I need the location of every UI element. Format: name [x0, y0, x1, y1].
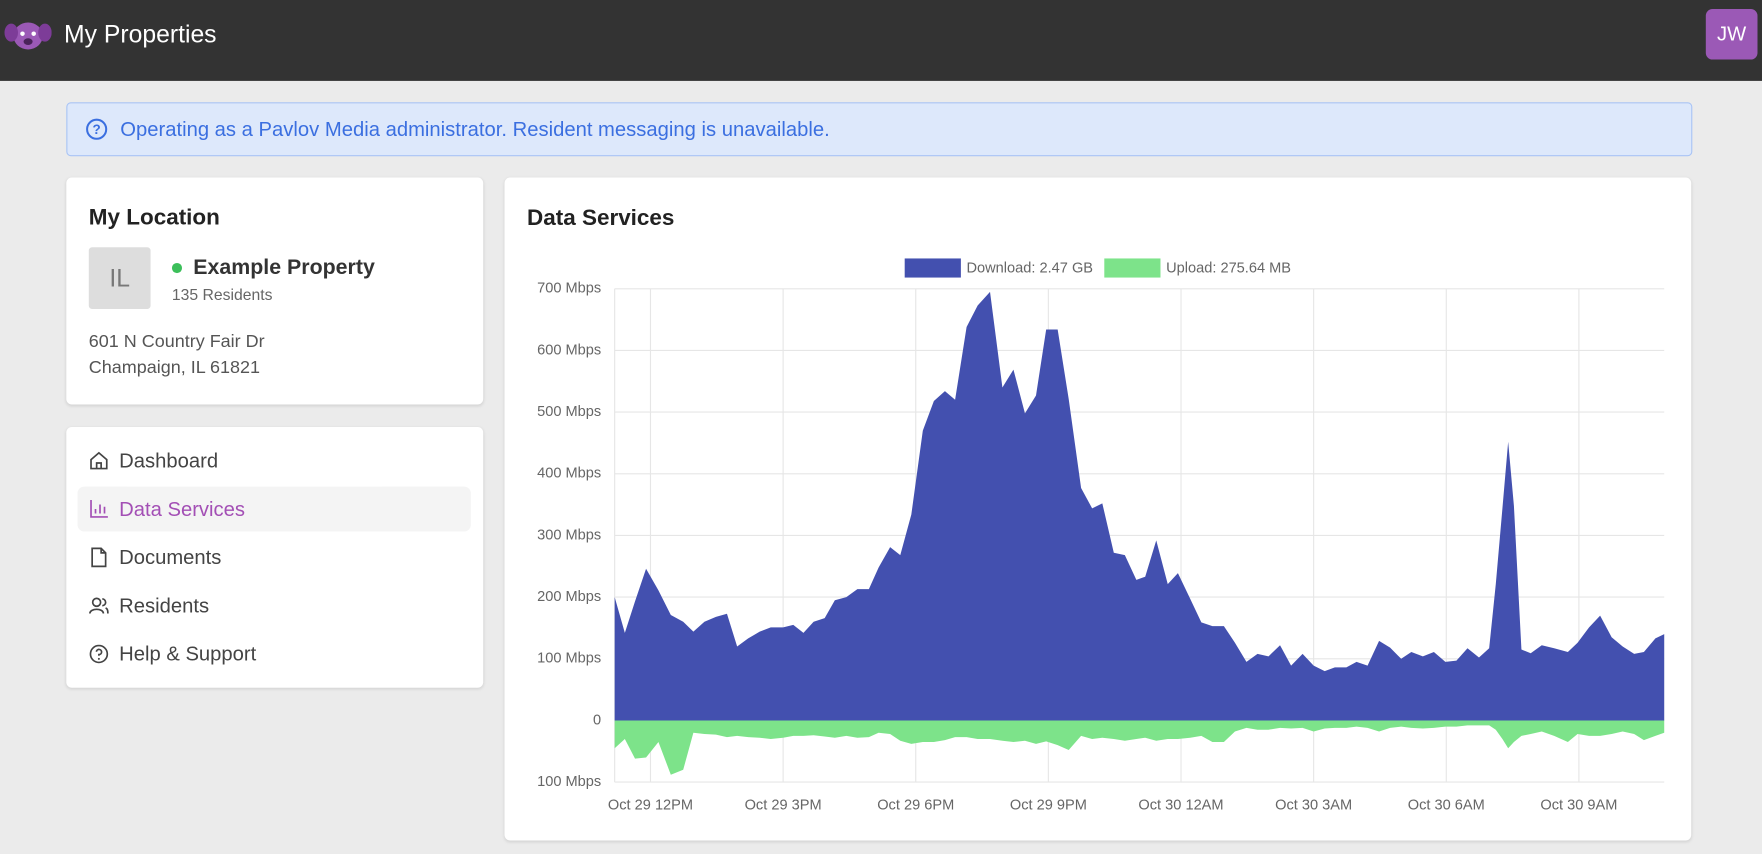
nav-item[interactable]: Documents: [78, 535, 471, 580]
x-tick-label: Oct 29 9PM: [1010, 798, 1087, 814]
home-icon: [90, 451, 108, 470]
nav-label: Documents: [119, 546, 222, 569]
svg-text:?: ?: [93, 122, 101, 137]
user-avatar[interactable]: JW: [1705, 8, 1758, 60]
legend-label: Upload: 275.64 MB: [1166, 260, 1291, 276]
info-banner: ? Operating as a Pavlov Media administra…: [66, 102, 1693, 157]
help-icon: [89, 644, 109, 664]
x-tick-label: Oct 30 6AM: [1408, 798, 1485, 814]
nav-item[interactable]: Data Services: [77, 486, 471, 532]
address-line: Champaign, IL 61821: [88, 358, 261, 378]
y-tick-label: 500 Mbps: [537, 404, 601, 420]
chart-title: Data Services: [527, 205, 674, 230]
y-tick-label: 400 Mbps: [537, 466, 601, 482]
nav-label: Help & Support: [119, 642, 257, 666]
banner-text: Operating as a Pavlov Media administrato…: [120, 117, 830, 141]
document-icon: [91, 547, 107, 568]
nav-label: Data Services: [119, 497, 246, 521]
chart-icon: [90, 500, 108, 518]
area: [614, 291, 1665, 721]
nav-menu: Dashboard Data Services Documents Reside…: [66, 427, 484, 688]
nav-label: Residents: [119, 594, 210, 617]
nav-item[interactable]: Help & Support: [78, 632, 471, 677]
x-tick-label: Oct 30 3AM: [1275, 798, 1352, 814]
legend-swatch: [1104, 258, 1161, 278]
chart-card: Data Services 700 Mbps 600 Mbps 500 Mbps 40…: [504, 177, 1692, 841]
status-dot: [171, 262, 183, 274]
help-icon: ?: [86, 118, 108, 140]
chart: Data Services 700 Mbps 600 Mbps 500 Mbps 40…: [527, 205, 1665, 814]
x-tick-label: Oct 29 6PM: [877, 798, 954, 814]
y-tick-label: 600 Mbps: [537, 342, 601, 358]
top-bar: My Properties JW: [0, 0, 1762, 81]
y-tick-label: 0: [593, 712, 601, 728]
property-initials: IL: [88, 247, 151, 310]
area: [614, 720, 1665, 775]
app-title: My Properties: [64, 20, 217, 49]
y-tick-label: 700 Mbps: [537, 281, 601, 297]
logo[interactable]: [4, 16, 52, 54]
property-name: Example Property: [193, 256, 375, 280]
legend-label: Download: 2.47 GB: [966, 260, 1093, 276]
address-line: 601 N Country Fair Dr: [88, 332, 265, 352]
x-tick-label: Oct 29 3PM: [745, 798, 822, 814]
legend-swatch: [904, 258, 961, 278]
y-tick-label: 100 Mbps: [537, 651, 601, 667]
x-tick-label: Oct 29 12PM: [608, 798, 693, 814]
x-tick-label: Oct 30 12AM: [1138, 798, 1223, 814]
y-tick-label: 100 Mbps: [537, 774, 601, 790]
users-icon: [89, 597, 109, 614]
card-heading: My Location: [88, 205, 220, 231]
location-card: My Location IL Example Property 135 Resi…: [66, 177, 484, 405]
y-tick-label: 200 Mbps: [537, 589, 601, 605]
nav-item[interactable]: Dashboard: [78, 438, 471, 483]
x-tick-label: Oct 30 9AM: [1540, 798, 1617, 814]
nav-label: Dashboard: [119, 449, 219, 472]
resident-count: 135 Residents: [171, 285, 273, 304]
y-tick-label: 300 Mbps: [537, 527, 601, 543]
nav-item[interactable]: Residents: [78, 583, 471, 628]
